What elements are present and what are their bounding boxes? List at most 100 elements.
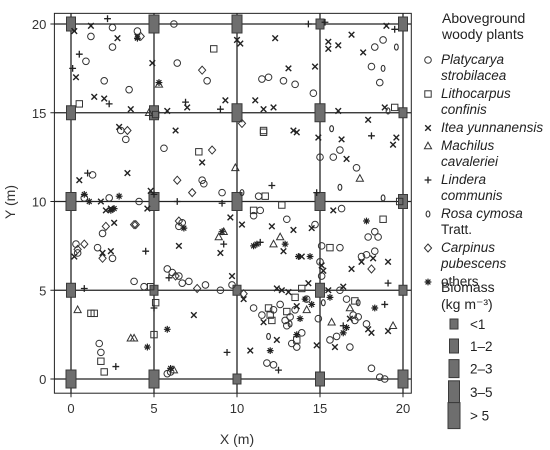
point-circle <box>329 153 338 161</box>
point-circle <box>283 215 291 224</box>
legend-marker-x <box>424 124 432 132</box>
point-square <box>195 148 203 156</box>
point-circle <box>82 57 90 66</box>
point-square <box>151 298 160 307</box>
point-x <box>290 127 297 134</box>
point-circle <box>375 78 384 87</box>
point-square <box>379 215 387 223</box>
point-circle <box>218 188 226 197</box>
point-x <box>359 49 367 56</box>
point-x <box>368 329 375 337</box>
point-circle <box>332 332 341 341</box>
point-circle <box>314 314 323 323</box>
legend-marker-square <box>424 90 432 98</box>
point-x <box>271 34 279 42</box>
point-square <box>259 128 268 136</box>
point-zero <box>320 299 326 307</box>
point-circle <box>380 375 389 383</box>
point-x <box>339 283 347 290</box>
plot-frame <box>53 12 412 394</box>
point-triangle <box>269 239 278 248</box>
point-x <box>273 285 281 292</box>
point-x <box>227 214 234 221</box>
point-square <box>75 100 83 108</box>
point-star <box>306 253 314 260</box>
point-x <box>144 205 151 212</box>
point-star <box>143 343 151 351</box>
point-zero <box>337 183 343 191</box>
point-star <box>295 253 302 260</box>
point-zero <box>287 320 293 328</box>
point-plus <box>304 20 312 28</box>
legend-label: Tratt. <box>441 222 472 237</box>
point-circle <box>249 304 258 312</box>
point-circle <box>362 250 371 259</box>
point-x <box>99 249 106 257</box>
point-circle <box>336 286 344 295</box>
point-x <box>305 279 312 287</box>
point-x <box>364 116 372 124</box>
y-axis-label: Y (m) <box>2 185 18 219</box>
point-circle <box>354 313 362 321</box>
x-axis-label: X (m) <box>220 431 254 447</box>
point-circle <box>95 339 104 348</box>
point-circle <box>140 282 148 291</box>
biomass-legend-label: 3–5 <box>470 385 493 400</box>
point-x <box>308 224 315 232</box>
point-plus <box>381 301 389 308</box>
point-circle <box>93 243 102 252</box>
legend-label: confinis <box>441 102 487 117</box>
point-x <box>343 155 350 163</box>
point-x <box>72 73 80 81</box>
point-circle <box>367 364 376 373</box>
point-circle <box>228 281 236 289</box>
point-star <box>339 329 347 337</box>
data-points <box>69 15 404 383</box>
point-circle <box>316 258 324 266</box>
x-tick-label: 5 <box>150 401 157 416</box>
point-triangle <box>73 304 83 314</box>
legend-label: Itea yunnanensis <box>441 120 543 135</box>
point-star <box>80 191 88 198</box>
point-plus <box>218 199 226 207</box>
point-x <box>102 207 110 214</box>
point-circle <box>73 249 82 257</box>
point-plus <box>384 279 392 287</box>
point-plus <box>275 366 282 374</box>
point-triangle <box>345 303 355 312</box>
point-star <box>363 217 370 225</box>
point-circle <box>281 316 289 325</box>
point-circle <box>370 227 379 236</box>
point-triangle <box>327 317 337 326</box>
point-x <box>260 318 267 326</box>
point-x <box>384 258 392 266</box>
point-circle <box>370 43 379 51</box>
point-square <box>278 201 286 209</box>
point-plus <box>104 15 111 23</box>
point-diamond <box>73 244 82 255</box>
point-circle <box>175 272 183 280</box>
point-circle <box>326 336 334 344</box>
point-circle <box>264 73 273 82</box>
point-circle <box>178 279 187 287</box>
point-circle <box>216 286 225 295</box>
legend-label: Lithocarpus <box>441 86 511 101</box>
point-x <box>348 265 355 273</box>
point-circle <box>108 254 117 263</box>
legend-label: Machilus <box>441 138 495 153</box>
point-circle <box>249 211 258 220</box>
biomass-bar <box>66 282 76 298</box>
point-diamond <box>197 65 207 75</box>
point-star <box>266 347 274 354</box>
point-plus <box>217 105 224 113</box>
biomass-bar <box>398 284 408 296</box>
point-x <box>348 31 355 38</box>
biomass-legend-label: > 5 <box>470 409 489 424</box>
point-circle <box>97 348 105 357</box>
point-circle <box>130 277 138 286</box>
biomass-bar <box>315 371 325 387</box>
point-triangle <box>230 162 240 172</box>
point-x <box>97 198 105 205</box>
point-star <box>85 198 93 205</box>
point-square <box>261 192 269 200</box>
